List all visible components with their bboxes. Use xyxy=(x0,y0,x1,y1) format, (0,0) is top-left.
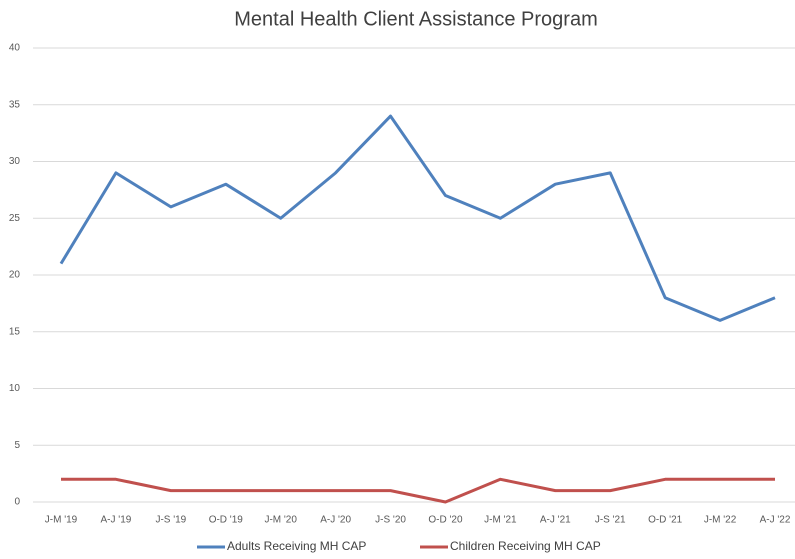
x-tick-label: O-D '19 xyxy=(209,515,244,526)
legend-label: Children Receiving MH CAP xyxy=(450,539,601,553)
x-tick-label: J-S '21 xyxy=(595,515,626,526)
y-tick-label: 0 xyxy=(14,497,20,508)
x-tick-label: O-D '20 xyxy=(428,515,463,526)
legend-label: Adults Receiving MH CAP xyxy=(227,539,366,553)
y-tick-label: 40 xyxy=(9,43,21,54)
chart-title: Mental Health Client Assistance Program xyxy=(234,8,598,30)
x-tick-label: O-D '21 xyxy=(648,515,683,526)
x-tick-label: A-J '19 xyxy=(101,515,132,526)
series-line xyxy=(61,477,775,504)
y-tick-label: 15 xyxy=(9,326,21,337)
y-tick-label: 5 xyxy=(14,440,20,451)
x-tick-label: J-S '19 xyxy=(155,515,186,526)
x-tick-label: J-M '19 xyxy=(45,515,78,526)
x-tick-label: J-M '21 xyxy=(484,515,517,526)
y-tick-label: 35 xyxy=(9,99,21,110)
y-tick-label: 30 xyxy=(9,156,21,167)
x-tick-label: A-J '20 xyxy=(320,515,351,526)
y-tick-label: 20 xyxy=(9,270,21,281)
y-tick-label: 10 xyxy=(9,383,21,394)
x-tick-label: A-J '22 xyxy=(760,515,791,526)
series-line xyxy=(59,114,776,322)
y-tick-label: 25 xyxy=(9,213,21,224)
x-tick-label: J-M '22 xyxy=(704,515,737,526)
x-tick-label: A-J '21 xyxy=(540,515,571,526)
x-tick-label: J-S '20 xyxy=(375,515,406,526)
x-tick-label: J-M '20 xyxy=(264,515,297,526)
